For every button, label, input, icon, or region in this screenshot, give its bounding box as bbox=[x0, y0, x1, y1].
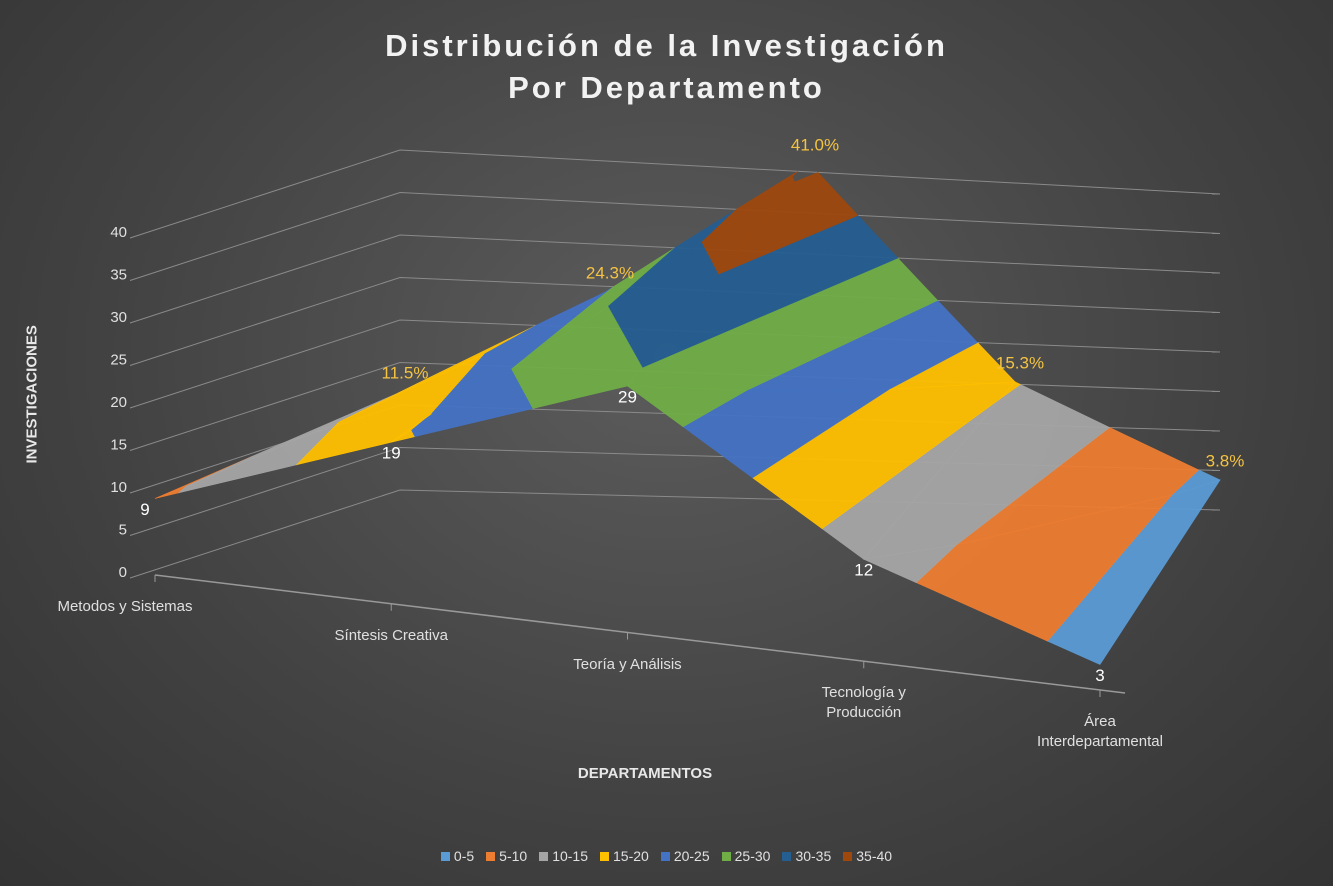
legend-label: 15-20 bbox=[613, 848, 649, 864]
legend-item: 20-25 bbox=[660, 848, 710, 864]
data-label: 3.8% bbox=[1206, 451, 1245, 470]
chart-title: Por Departamento bbox=[508, 70, 825, 105]
data-label: 12 bbox=[854, 561, 873, 580]
chart-title: Distribución de la Investigación bbox=[385, 28, 948, 63]
x-tick-label: Área Interdepartamental bbox=[1037, 713, 1163, 750]
y-axis-title: INVESTIGACIONES bbox=[23, 325, 41, 464]
data-label: 24.3% bbox=[586, 264, 634, 283]
surface bbox=[154, 171, 1221, 665]
surface-band bbox=[862, 544, 958, 583]
legend-swatch bbox=[440, 851, 450, 861]
x-tick-label: Tecnología y Producción bbox=[821, 684, 906, 722]
data-label: 29 bbox=[618, 387, 637, 406]
x-axis-title: DEPARTAMENTOS bbox=[577, 765, 713, 782]
legend-swatch bbox=[486, 851, 496, 861]
surface-band bbox=[701, 176, 796, 275]
y-tick-label: 40 bbox=[110, 224, 127, 241]
data-label: 15.3% bbox=[996, 353, 1044, 372]
legend-label: 25-30 bbox=[734, 848, 771, 864]
legend-swatch bbox=[721, 851, 731, 861]
legend-label: 5-10 bbox=[499, 848, 528, 864]
x-tick-label: Teoría y Análisis bbox=[573, 655, 682, 673]
x-tick-label: Síntesis Creativa bbox=[334, 626, 448, 644]
legend-item: 5-10 bbox=[486, 848, 527, 864]
data-label: 19 bbox=[382, 444, 401, 463]
data-label: 9 bbox=[140, 500, 149, 519]
grid-line bbox=[129, 149, 1221, 239]
legend-item: 25-30 bbox=[721, 848, 771, 864]
legend-label: 20-25 bbox=[673, 848, 710, 864]
grid-line bbox=[129, 234, 1221, 324]
data-label: 41.0% bbox=[791, 135, 839, 154]
grid-line bbox=[129, 191, 1221, 281]
legend-swatch bbox=[782, 851, 792, 861]
y-tick-label: 0 bbox=[119, 564, 127, 581]
data-label: 3 bbox=[1095, 666, 1104, 685]
surface-band bbox=[626, 385, 749, 428]
data-label: 11.5% bbox=[382, 364, 429, 383]
grid-line bbox=[129, 276, 1221, 366]
y-tick-label: 25 bbox=[110, 351, 127, 368]
surface-band bbox=[431, 291, 606, 415]
legend-swatch bbox=[600, 851, 609, 861]
legend-swatch bbox=[539, 851, 549, 861]
y-tick-label: 5 bbox=[119, 521, 127, 538]
legend-item: 15-20 bbox=[600, 848, 649, 864]
legend-label: 10-15 bbox=[552, 848, 588, 864]
legend-label: 0-5 bbox=[453, 848, 475, 864]
y-tick-label: 15 bbox=[110, 436, 127, 453]
y-tick-label: 10 bbox=[110, 479, 127, 496]
legend: 0-5 5-10 10-15 15-20 20-25 25-30 30-35 35-40 bbox=[0, 848, 1333, 864]
x-tick-label: Metodos y Sistemas bbox=[57, 598, 193, 615]
legend-item: 0-5 bbox=[440, 848, 475, 864]
legend-item: 10-15 bbox=[539, 848, 588, 864]
legend-swatch bbox=[660, 851, 670, 861]
legend-swatch bbox=[843, 851, 853, 861]
y-tick-label: 20 bbox=[110, 394, 127, 411]
legend-label: 30-35 bbox=[795, 848, 832, 864]
y-tick-label: 30 bbox=[110, 309, 127, 326]
x-axis bbox=[154, 574, 1126, 694]
y-tick-label: 35 bbox=[110, 266, 127, 283]
legend-label: 35-40 bbox=[856, 848, 893, 864]
legend-item: 30-35 bbox=[782, 848, 831, 864]
legend-item: 35-40 bbox=[843, 848, 892, 864]
